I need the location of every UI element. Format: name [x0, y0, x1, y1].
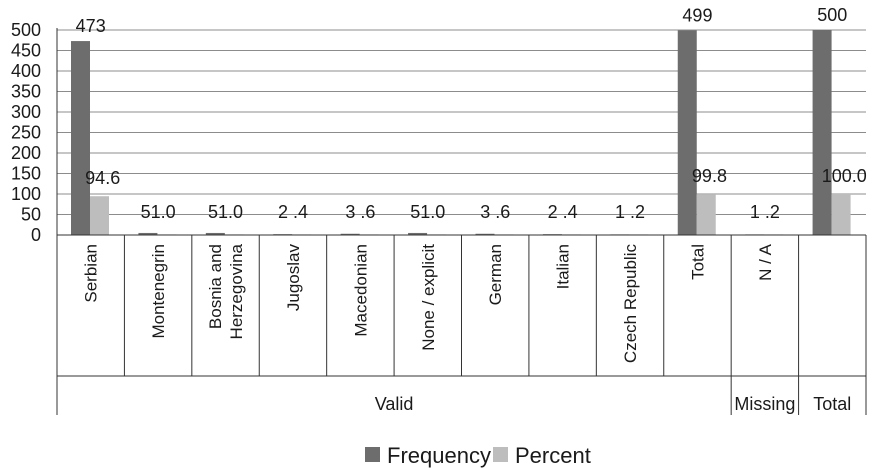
- percent-data-label: 94.6: [85, 168, 120, 188]
- frequency-data-label: 1 .2: [615, 202, 645, 222]
- category-label: Italian: [554, 244, 573, 289]
- frequency-bar: [677, 30, 697, 235]
- percent-data-label: 99.8: [692, 166, 727, 186]
- group-label: Missing: [734, 394, 795, 414]
- category-label: Czech Republic: [621, 244, 640, 364]
- y-tick-label: 400: [11, 61, 41, 81]
- frequency-data-label: 3 .6: [345, 202, 375, 222]
- frequency-data-label: 2 .4: [278, 202, 308, 222]
- frequency-bar: [205, 232, 225, 235]
- legend-label-percent: Percent: [515, 443, 591, 468]
- y-tick-label: 100: [11, 184, 41, 204]
- frequency-data-label: 51.0: [141, 202, 176, 222]
- frequency-data-label: 499: [682, 5, 712, 25]
- y-tick-label: 300: [11, 102, 41, 122]
- legend-swatch-percent: [493, 447, 508, 462]
- y-tick-label: 250: [11, 123, 41, 143]
- percent-bar: [831, 194, 851, 235]
- y-tick-label: 200: [11, 143, 41, 163]
- y-tick-label: 50: [21, 205, 41, 225]
- y-tick-label: 500: [11, 20, 41, 40]
- category-label: Macedonian: [351, 244, 370, 337]
- category-label: Total: [688, 244, 707, 280]
- y-tick-label: 150: [11, 164, 41, 184]
- percent-data-label: 100.0: [822, 166, 867, 186]
- legend-label-frequency: Frequency: [387, 443, 491, 468]
- frequency-bar: [340, 233, 360, 235]
- frequency-bar: [475, 233, 495, 235]
- frequency-bar: [812, 30, 832, 235]
- category-label: Bosnia and: [206, 244, 225, 329]
- y-tick-label: 350: [11, 82, 41, 102]
- category-label: N / A: [756, 243, 775, 281]
- frequency-data-label: 500: [817, 5, 847, 25]
- group-label: Valid: [375, 394, 414, 414]
- legend-swatch-frequency: [365, 447, 380, 462]
- category-label: Serbian: [82, 244, 101, 303]
- frequency-bar: [138, 232, 158, 235]
- category-label: Jugoslav: [284, 244, 303, 312]
- group-label: Total: [813, 394, 851, 414]
- percent-bar: [90, 196, 109, 235]
- percent-bar: [696, 194, 716, 235]
- frequency-bar: [71, 41, 90, 235]
- frequency-data-label: 1 .2: [750, 202, 780, 222]
- frequency-data-label: 473: [76, 16, 106, 36]
- category-label: Montenegrin: [149, 244, 168, 339]
- category-label: None / explicit: [419, 244, 438, 351]
- category-label: German: [486, 244, 505, 305]
- y-tick-label: 450: [11, 41, 41, 61]
- frequency-data-label: 51.0: [410, 202, 445, 222]
- frequency-data-label: 3 .6: [480, 202, 510, 222]
- frequency-data-label: 2 .4: [548, 202, 578, 222]
- frequency-bar: [408, 232, 428, 235]
- category-label: Herzegovina: [227, 243, 246, 339]
- y-tick-label: 0: [31, 225, 41, 245]
- frequency-data-label: 51.0: [208, 202, 243, 222]
